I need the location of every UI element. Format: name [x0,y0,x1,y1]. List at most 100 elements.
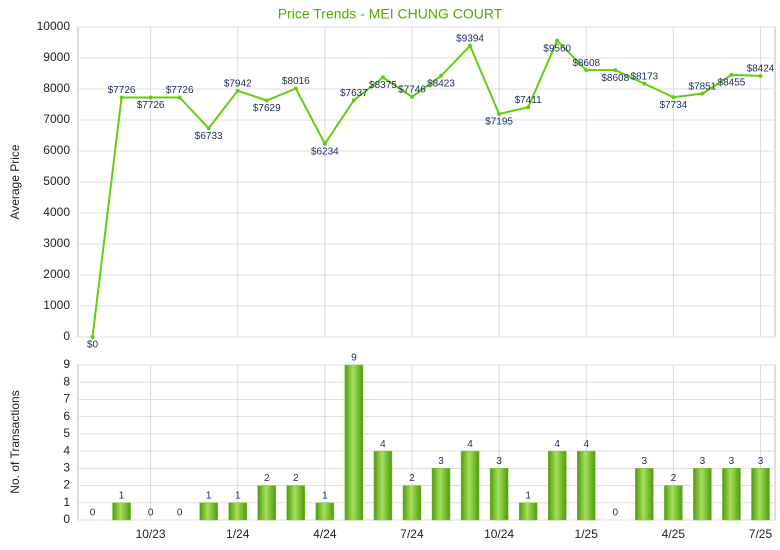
y-tick-label: 7000 [43,112,70,126]
point [584,68,589,73]
y-axis-label: Average Price [8,144,22,219]
value-label: $7734 [659,100,687,111]
value-label: $7726 [108,85,136,96]
value-label: 2 [293,473,299,484]
value-label: 4 [380,439,386,450]
bar [693,468,712,521]
plot-area [77,364,776,521]
point [351,98,356,103]
y-tick-label: 4 [63,443,70,457]
value-label: 1 [119,490,125,501]
point [264,98,269,103]
bar [228,502,247,521]
value-label: 1 [235,490,241,501]
value-label: 3 [438,456,444,467]
value-label: $8173 [630,71,658,82]
y-tick-label: 6 [63,409,70,423]
value-label: $7851 [688,81,716,92]
value-label: 4 [583,439,589,450]
chart-title: Price Trends - MEI CHUNG COURT [278,6,503,22]
y-tick-label: 0 [63,512,70,526]
point [322,141,327,146]
point [526,105,531,110]
bar [315,502,335,521]
y-tick-label: 4000 [43,205,70,219]
bar [344,364,364,521]
y-tick-label: 9 [63,357,70,371]
value-label: 1 [206,490,212,501]
value-label: 0 [612,508,618,519]
value-label: 3 [496,456,502,467]
value-label: 1 [525,490,531,501]
value-label: $7629 [253,103,281,114]
y-tick-label: 8 [63,374,70,388]
value-label: 1 [322,490,328,501]
point [468,43,473,48]
point [409,94,414,99]
value-label: 4 [554,439,560,450]
y-tick-label: 3 [63,461,70,475]
point [235,88,240,93]
value-label: $7195 [485,117,513,128]
value-label: $7942 [224,78,252,89]
y-tick-label: 2000 [43,267,70,281]
value-label: $9560 [543,43,571,54]
point [90,335,95,339]
y-tick-label: 8000 [43,81,70,95]
point [700,91,705,96]
bar [518,502,538,521]
value-label: $8424 [747,63,775,74]
bar [460,450,480,521]
value-label: $7726 [137,100,165,111]
value-label: $7637 [340,88,368,99]
value-label: 0 [177,508,183,519]
point [439,73,444,78]
x-tick-label: 7/25 [749,527,773,541]
bar [112,502,131,521]
value-label: $0 [87,340,99,351]
point [555,38,560,43]
y-tick-label: 3000 [43,236,70,250]
bar [489,468,509,521]
value-label: $8375 [369,80,397,91]
point [206,126,211,131]
value-label: 0 [148,508,154,519]
point [177,95,182,100]
value-label: $8608 [601,73,629,84]
value-label: $7411 [515,95,543,106]
value-label: 2 [409,473,415,484]
point [293,86,298,91]
value-label: 3 [642,456,648,467]
point [497,111,502,116]
bar [547,450,567,521]
x-tick-label: 10/23 [136,527,166,541]
point [148,95,153,100]
y-tick-label: 1 [63,495,70,509]
bar [576,450,596,521]
value-label: 2 [264,473,270,484]
x-tick-label: 1/25 [575,527,599,541]
bar [635,468,654,521]
point [671,95,676,100]
x-tick-label: 1/24 [226,527,250,541]
value-label: 3 [700,456,706,467]
y-tick-label: 6000 [43,143,70,157]
y-tick-label: 0 [63,329,70,343]
bar [257,485,277,521]
y-tick-label: 7 [63,392,70,406]
point [613,68,618,73]
bar [431,468,451,521]
value-label: 0 [90,508,96,519]
point [380,75,385,80]
point [119,95,124,100]
y-tick-label: 5 [63,426,70,440]
point [758,73,763,78]
value-label: $6733 [195,131,223,142]
value-label: 2 [671,473,677,484]
y-tick-label: 5000 [43,174,70,188]
y-tick-label: 9000 [43,50,70,64]
x-tick-label: 4/24 [313,527,337,541]
value-label: $7746 [398,85,426,96]
price-line [91,38,761,338]
